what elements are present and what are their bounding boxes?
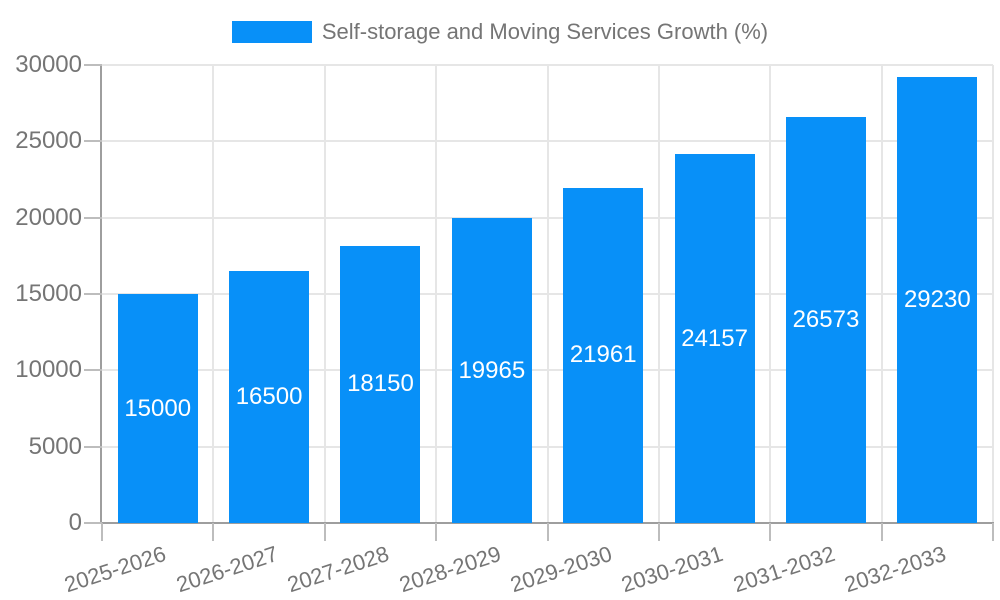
x-axis-tick-label: 2028-2029 [395, 541, 504, 598]
gridline-vertical [657, 65, 660, 523]
bar[interactable]: 24157 [674, 154, 755, 523]
bar-value-label: 21961 [569, 341, 637, 369]
legend-label: Self-storage and Moving Services Growth … [321, 19, 769, 44]
x-axis-tick-label: 2030-2031 [618, 541, 727, 598]
x-axis-tick [435, 523, 438, 541]
gridline-vertical [435, 65, 438, 523]
y-axis-tick [84, 64, 102, 66]
gridline-vertical [546, 65, 549, 523]
x-axis-tick [657, 523, 660, 541]
bar[interactable]: 21961 [563, 187, 644, 523]
x-axis-tick [880, 523, 883, 541]
bar-value-label: 16500 [235, 383, 303, 411]
y-axis-tick [84, 140, 102, 143]
x-axis-tick-label: 2026-2027 [172, 541, 281, 598]
bar-value-label: 18150 [347, 370, 414, 398]
bar-value-label: 24157 [681, 324, 748, 352]
y-axis-tick-label: 10000 [15, 356, 82, 384]
gridline-vertical [880, 65, 883, 523]
y-axis-tick-label: 15000 [15, 280, 82, 307]
y-axis-tick-label: 5000 [28, 432, 82, 460]
y-axis-tick [84, 216, 102, 219]
bar[interactable]: 29230 [897, 76, 978, 523]
bar[interactable]: 15000 [117, 294, 198, 523]
x-axis-tick-label: 2027-2028 [284, 541, 393, 598]
x-axis-tick-label: 2032-2033 [841, 541, 950, 598]
y-axis-tick-label: 0 [68, 509, 82, 536]
legend[interactable]: Self-storage and Moving Services Growth … [0, 21, 1000, 43]
bar[interactable]: 19965 [451, 218, 532, 523]
y-axis-tick [84, 445, 102, 448]
x-axis-tick-label: 2029-2030 [507, 541, 615, 598]
legend-swatch [231, 21, 312, 43]
bar-value-label: 19965 [458, 356, 526, 384]
bar[interactable]: 18150 [340, 245, 421, 523]
bar[interactable]: 26573 [785, 117, 866, 523]
gridline-vertical [323, 65, 326, 523]
x-axis-tick-label: 2031-2032 [729, 541, 838, 598]
x-axis-tick [212, 523, 215, 541]
y-axis-tick [84, 522, 102, 524]
x-axis-tick [546, 523, 549, 541]
gridline-vertical [212, 65, 215, 523]
y-axis-tick [84, 369, 102, 372]
y-axis-tick-label: 30000 [15, 51, 82, 78]
x-axis-tick [992, 523, 994, 541]
y-axis-tick-label: 20000 [15, 203, 82, 231]
x-axis-tick [323, 523, 326, 541]
y-axis-tick [84, 293, 102, 295]
bar-value-label: 26573 [792, 306, 860, 334]
bar-value-label: 29230 [903, 285, 971, 313]
gridline-vertical [769, 65, 772, 523]
gridline-vertical [992, 65, 994, 523]
bar-value-label: 15000 [124, 394, 192, 422]
bar[interactable]: 16500 [229, 271, 310, 523]
x-axis-tick [769, 523, 772, 541]
y-axis-tick-label: 25000 [15, 127, 82, 155]
x-axis-tick-label: 2025-2026 [61, 541, 170, 598]
x-axis-tick [101, 523, 103, 541]
